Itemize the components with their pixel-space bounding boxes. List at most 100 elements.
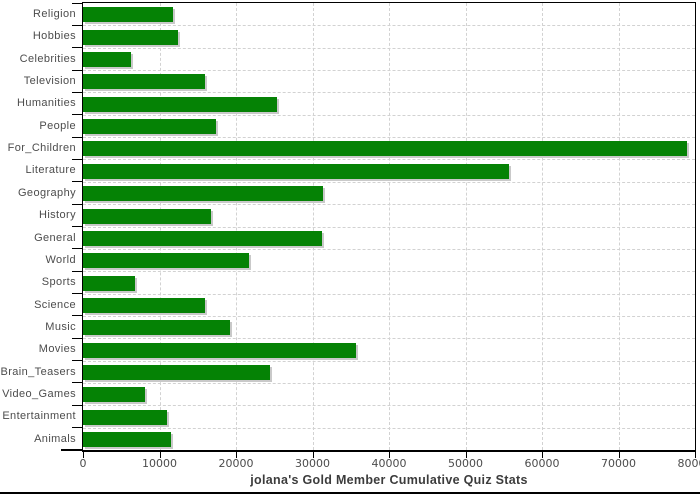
value-tick-label: 20000 xyxy=(218,457,254,470)
value-tick xyxy=(159,451,161,458)
category-label: Movies xyxy=(38,343,76,356)
category-tick xyxy=(72,360,83,362)
category-tick xyxy=(72,24,83,26)
value-tick-label: 10000 xyxy=(142,457,177,470)
category-tick xyxy=(72,270,83,272)
value-tick xyxy=(83,451,84,458)
horizontal-gridline xyxy=(83,25,695,27)
category-tick xyxy=(72,315,83,317)
category-label: Sports xyxy=(41,276,76,289)
horizontal-gridline xyxy=(83,427,695,429)
category-label: People xyxy=(39,119,76,132)
value-tick xyxy=(618,451,620,458)
plot-area xyxy=(82,2,696,452)
bar-General xyxy=(83,230,323,246)
bar-Sports xyxy=(83,275,136,291)
value-tick-label: 70000 xyxy=(601,457,636,470)
category-tick xyxy=(72,114,83,116)
category-tick xyxy=(72,293,83,295)
bar-Celebrities xyxy=(83,52,132,68)
category-tick xyxy=(72,226,83,227)
value-tick xyxy=(312,451,314,458)
category-tick xyxy=(72,337,83,339)
horizontal-gridline xyxy=(83,92,695,94)
bar-Religion xyxy=(83,7,174,23)
bar-Television xyxy=(83,74,206,90)
category-tick xyxy=(72,248,83,250)
horizontal-gridline xyxy=(83,114,695,116)
category-label: Music xyxy=(45,320,76,333)
value-tick-label: 0 xyxy=(79,457,87,470)
category-label: Animals xyxy=(34,432,76,445)
category-label: Science xyxy=(34,298,76,311)
category-tick xyxy=(72,136,83,138)
category-tick xyxy=(72,181,83,183)
horizontal-gridline xyxy=(83,137,695,139)
bar-Entertainment xyxy=(83,409,168,425)
bar-History xyxy=(83,208,211,224)
category-label: World xyxy=(45,253,76,266)
category-tick xyxy=(72,382,83,384)
category-tick xyxy=(72,158,83,160)
bar-Humanities xyxy=(83,96,277,112)
category-tick xyxy=(72,203,83,205)
category-label: Religion xyxy=(33,8,76,20)
category-label: Entertainment xyxy=(2,410,76,423)
bar-Video_Games xyxy=(83,387,145,403)
bar-World xyxy=(83,253,250,269)
bar-Movies xyxy=(83,342,357,358)
horizontal-gridline xyxy=(83,405,695,407)
category-tick xyxy=(72,69,83,71)
bar-Geography xyxy=(83,186,324,202)
bar-Brain_Teasers xyxy=(83,364,270,380)
category-tick xyxy=(72,404,83,406)
horizontal-gridline xyxy=(83,181,695,183)
bar-Science xyxy=(83,297,206,313)
category-label: Geography xyxy=(17,186,76,199)
horizontal-gridline xyxy=(83,159,695,161)
bar-Animals xyxy=(83,432,171,448)
category-tick xyxy=(72,2,83,4)
horizontal-gridline xyxy=(83,338,695,340)
chart-title: jolana's Gold Member Cumulative Quiz Sta… xyxy=(250,473,528,487)
value-tick-label: 80000 xyxy=(677,457,700,470)
bar-Hobbies xyxy=(83,29,178,45)
bar-Music xyxy=(83,320,230,336)
bottom-divider xyxy=(0,492,700,494)
horizontal-gridline xyxy=(83,204,695,206)
category-label: For_Children xyxy=(7,142,76,155)
value-tick-label: 30000 xyxy=(295,457,330,470)
value-tick-label: 40000 xyxy=(371,457,407,470)
bar-Literature xyxy=(83,163,510,179)
category-label: Humanities xyxy=(16,97,76,110)
horizontal-gridline xyxy=(83,226,695,228)
horizontal-gridline xyxy=(83,47,695,49)
category-label: Celebrities xyxy=(19,52,76,65)
horizontal-gridline xyxy=(83,248,695,250)
bar-People xyxy=(83,119,217,135)
value-tick xyxy=(465,451,467,458)
category-tick xyxy=(72,47,83,49)
bar-For_Children xyxy=(83,141,688,157)
value-tick-label: 50000 xyxy=(448,457,483,470)
category-label: Television xyxy=(23,75,76,88)
category-label: Literature xyxy=(25,164,76,177)
category-tick xyxy=(72,91,83,93)
horizontal-gridline xyxy=(83,271,695,273)
value-tick xyxy=(695,451,696,458)
horizontal-gridline xyxy=(83,293,695,295)
category-label: Video_Games xyxy=(2,387,76,400)
horizontal-gridline xyxy=(83,360,695,362)
category-label: General xyxy=(34,231,76,244)
category-tick xyxy=(72,427,83,429)
value-tick xyxy=(389,451,390,458)
horizontal-gridline xyxy=(83,315,695,317)
category-label: History xyxy=(38,209,76,222)
value-tick-label: 60000 xyxy=(524,457,560,470)
category-label: Brain_Teasers xyxy=(0,365,76,378)
horizontal-gridline xyxy=(83,70,695,72)
category-label: Hobbies xyxy=(32,30,76,43)
horizontal-gridline xyxy=(83,382,695,384)
x-axis-line xyxy=(61,449,83,451)
